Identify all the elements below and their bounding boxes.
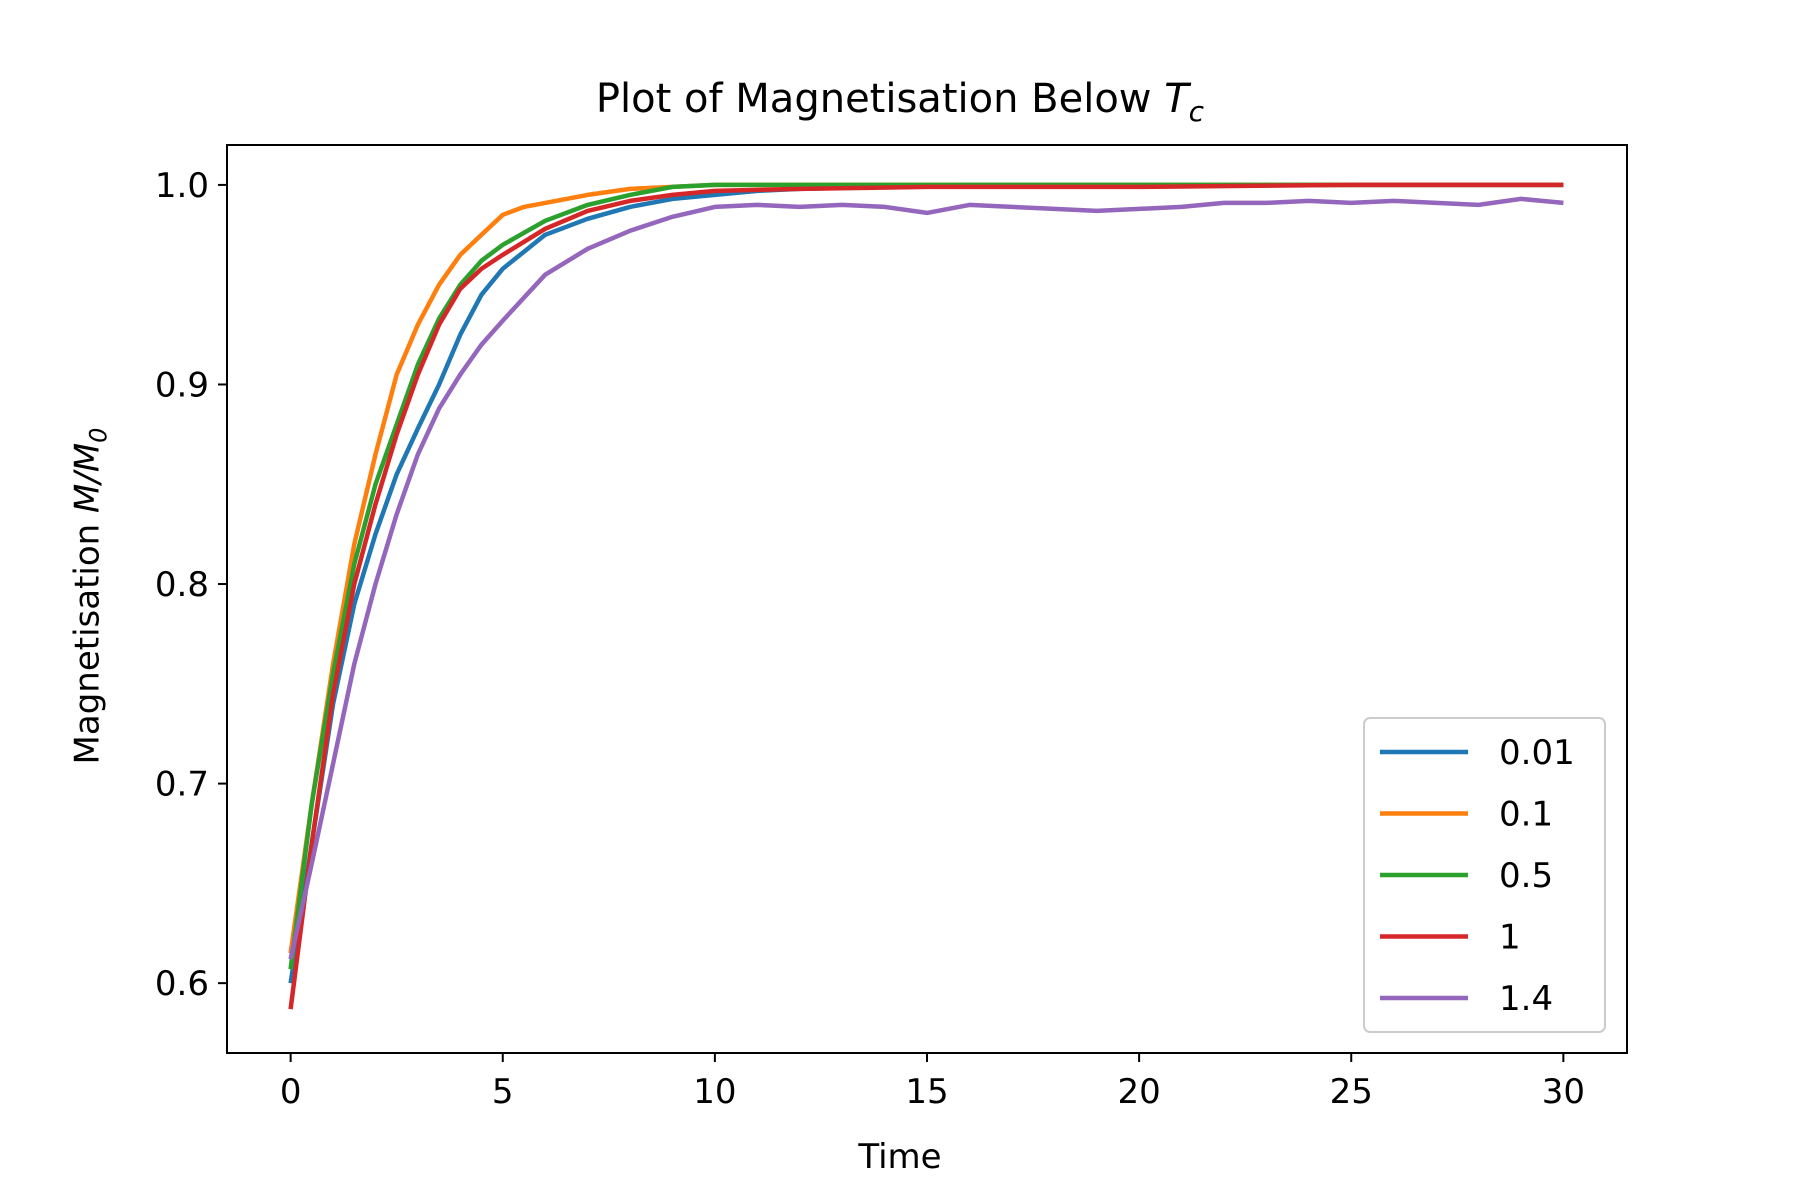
series-line-3 [288, 182, 1564, 1010]
y-tick-label: 0.8 [155, 565, 209, 605]
y-tick-label: 0.7 [155, 765, 209, 805]
tick-group: 0 5 10 15 20 25 30 0.6 0.7 0.8 0.9 1.0 [155, 166, 1585, 1112]
series-line-2 [288, 182, 1564, 970]
legend-label: 1.4 [1499, 979, 1553, 1019]
x-axis-label: Time [858, 1137, 942, 1177]
x-tick-label: 15 [905, 1072, 948, 1112]
series-lines [288, 182, 1564, 1010]
x-tick-label: 25 [1330, 1072, 1373, 1112]
chart-title: Plot of Magnetisation Below Tc [595, 76, 1205, 128]
series-line-4 [288, 196, 1564, 960]
legend-label: 0.5 [1499, 856, 1553, 896]
legend-label: 0.01 [1499, 733, 1575, 773]
y-axis-label: Magnetisation M/M0 [67, 427, 113, 765]
plot-frame [226, 144, 1628, 1054]
x-tick-label: 5 [492, 1072, 514, 1112]
x-tick-label: 20 [1117, 1072, 1160, 1112]
legend: 0.01 0.1 0.5 1 1.4 [1363, 717, 1606, 1033]
legend-label: 0.1 [1499, 795, 1553, 835]
y-tick-label: 0.6 [155, 964, 209, 1004]
y-tick-label: 0.9 [155, 365, 209, 405]
x-tick-label: 30 [1542, 1072, 1585, 1112]
legend-label: 1 [1499, 918, 1521, 958]
legend-box [1363, 717, 1606, 1033]
x-tick-label: 0 [280, 1072, 302, 1112]
x-tick-label: 10 [693, 1072, 736, 1112]
y-tick-label: 1.0 [155, 166, 209, 206]
